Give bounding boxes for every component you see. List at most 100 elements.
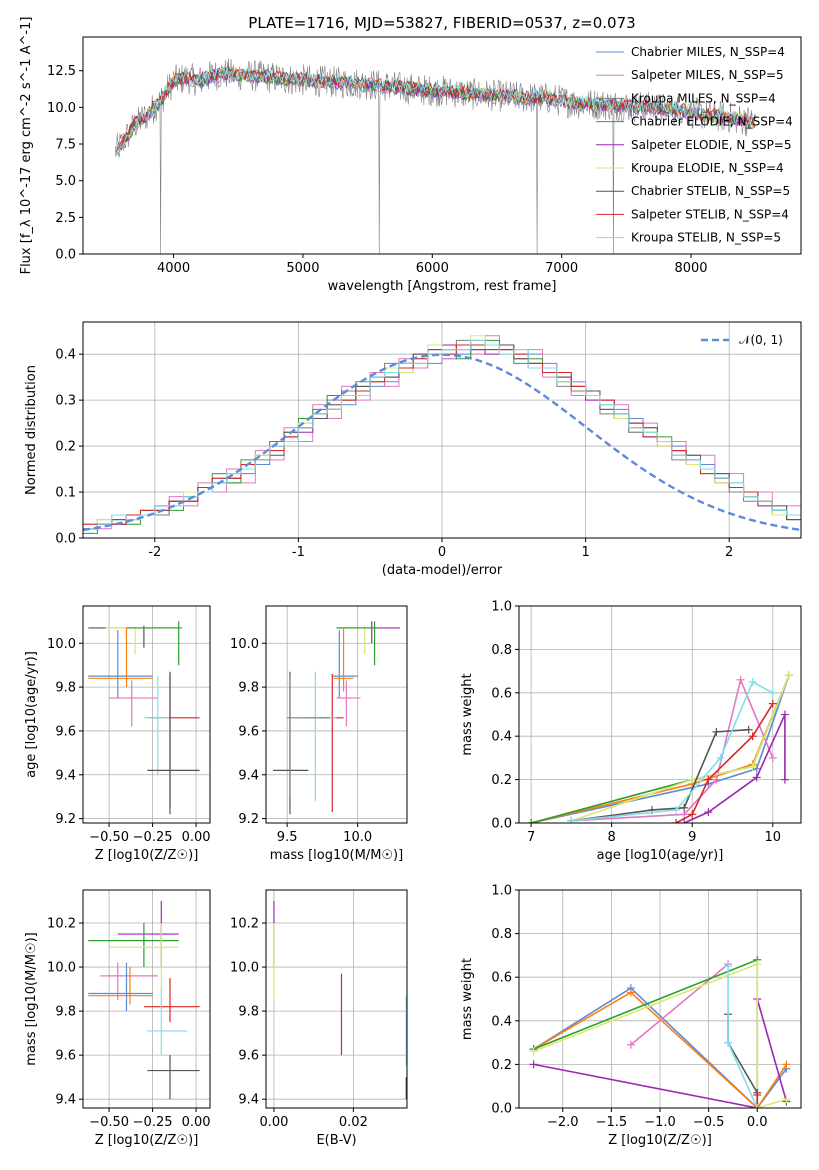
weight-line [533,987,788,1108]
legend-entry: Chabrier ELODIE, N_SSP=4 [631,115,793,129]
x-tick-label: -2 [148,545,161,560]
weight-line [530,675,790,823]
x-axis-label: E(B-V) [316,1133,356,1148]
x-axis-label: mass [log10(M/M☉)] [270,848,403,863]
y-tick-label: 9.6 [238,724,259,739]
plot-area [88,621,200,815]
y-tick-label: 0.2 [491,1058,512,1073]
x-tick-label: 0 [438,545,446,560]
chart-residual-histogram: -2 -1 0 1 2 0.0 0.1 0.2 0.3 0.4 (data-model)/error… [24,321,802,578]
y-tick-label: 10.0 [47,101,76,116]
legend-entry: 𝒩(0, 1) [739,333,783,347]
x-axis-label: Z [log10(Z/Z☉)] [95,1133,199,1148]
chart-age-vs-mass: 9.5 10.0 9.2 9.4 9.6 9.8 10.0 mass [log10(M/M☉)… [230,605,408,863]
x-tick-label: 4000 [157,261,190,276]
y-axis-label: mass weight [460,958,475,1040]
weight-line [533,962,787,1108]
axes-frame [265,605,408,824]
y-tick-label: 10.2 [47,917,76,932]
y-tick-label: 0.4 [491,1014,512,1029]
y-axis-label: mass [log10(M/M☉)] [24,932,39,1065]
x-tick-label: -1 [292,545,305,560]
y-tick-label: 10.0 [47,637,76,652]
observed-spectrum [115,58,757,254]
x-tick-label: −0.25 [133,1115,173,1130]
x-tick-label: 2 [725,545,733,560]
y-tick-label: 0.8 [491,927,512,942]
y-tick-label: 9.4 [55,768,76,783]
y-tick-label: 9.6 [55,1049,76,1064]
chart-age-vs-metallicity: −0.50 −0.25 0.00 9.2 9.4 9.6 9.8 10.0 Z [log10(Z… [24,605,211,863]
y-tick-label: 9.6 [55,724,76,739]
y-tick-label: 10.0 [230,637,259,652]
y-tick-label: 9.8 [55,1005,76,1020]
x-tick-label: 5000 [286,261,319,276]
weight-line [571,675,790,822]
y-tick-label: 7.5 [55,138,76,153]
x-axis-label: Z [log10(Z/Z☉)] [95,848,199,863]
model-spectrum [114,66,756,155]
x-tick-label: 10.0 [343,830,372,845]
figure-title: PLATE=1716, MJD=53827, FIBERID=0537, z=0… [248,14,635,32]
plot-area [88,901,200,1100]
x-tick-label: −0.50 [89,1115,129,1130]
y-tick-label: 0.2 [55,440,76,455]
y-tick-label: 10.0 [230,961,259,976]
y-tick-label: 0.0 [55,532,76,547]
y-tick-label: 0.1 [55,486,76,501]
y-tick-label: 5.0 [55,174,76,189]
y-tick-label: 9.2 [238,812,259,827]
x-tick-label: 8 [608,830,616,845]
x-tick-label: 0.00 [182,830,211,845]
axes-frame [265,889,408,1109]
y-tick-label: 0.6 [491,971,512,986]
y-tick-label: 0.0 [55,248,76,263]
y-tick-label: 9.6 [238,1049,259,1064]
y-tick-label: 0.0 [491,817,512,832]
plot-area [273,901,407,1100]
y-axis-label: mass weight [460,673,475,755]
chart-spectrum: 4000 5000 6000 7000 8000 0.0 2.5 5.0 7.5 10.0 12.5… [19,17,802,294]
y-tick-label: 9.8 [238,681,259,696]
plot-area [83,335,801,534]
legend-entry: Salpeter MILES, N_SSP=5 [631,68,784,82]
chart-massweight-vs-age: 7 8 9 10 0.0 0.2 0.4 0.6 0.8 1.0 age [log10(age/yr… [460,600,802,863]
y-axis-label: age [log10(age/yr)] [24,651,39,778]
legend-entry: Chabrier MILES, N_SSP=4 [631,45,785,59]
plot-area [527,671,793,823]
weight-line [530,675,790,823]
x-tick-label: 6000 [416,261,449,276]
x-tick-label: 0.00 [182,1115,211,1130]
x-tick-label: 0.02 [339,1115,368,1130]
x-tick-label: −0.50 [89,830,129,845]
histogram-step [83,339,801,530]
x-tick-label: 10 [765,830,782,845]
x-axis-label: (data-model)/error [382,563,503,578]
y-tick-label: 0.2 [491,773,512,788]
model-spectrum [114,66,756,155]
normal-curve [83,353,801,532]
y-tick-label: 0.3 [55,394,76,409]
plot-area [529,955,791,1108]
y-tick-label: 0.4 [491,730,512,745]
legend-entry: Kroupa ELODIE, N_SSP=4 [631,161,784,175]
x-axis-label: age [log10(age/yr)] [597,848,724,863]
axes-frame [82,36,802,255]
x-tick-label: 7000 [545,261,578,276]
x-tick-label: 8000 [674,261,707,276]
legend-entry: Chabrier STELIB, N_SSP=5 [631,184,790,198]
plot-area [273,621,400,815]
legend-entry: Salpeter STELIB, N_SSP=4 [631,207,789,221]
y-axis-label: Normed distribution [24,365,39,495]
x-tick-label: −0.25 [133,830,173,845]
legend-entry: Kroupa MILES, N_SSP=4 [631,91,776,105]
chart-mass-vs-extinction: 0.00 0.02 9.4 9.6 9.8 10.0 10.2 E(B-V) [230,889,408,1148]
plot-area [114,58,757,254]
y-tick-label: 0.8 [491,643,512,658]
y-tick-label: 9.2 [55,812,76,827]
y-tick-label: 10.2 [230,917,259,932]
x-tick-label: −1.0 [644,1115,676,1130]
y-tick-label: 0.0 [491,1102,512,1117]
x-tick-label: 0.0 [747,1115,768,1130]
